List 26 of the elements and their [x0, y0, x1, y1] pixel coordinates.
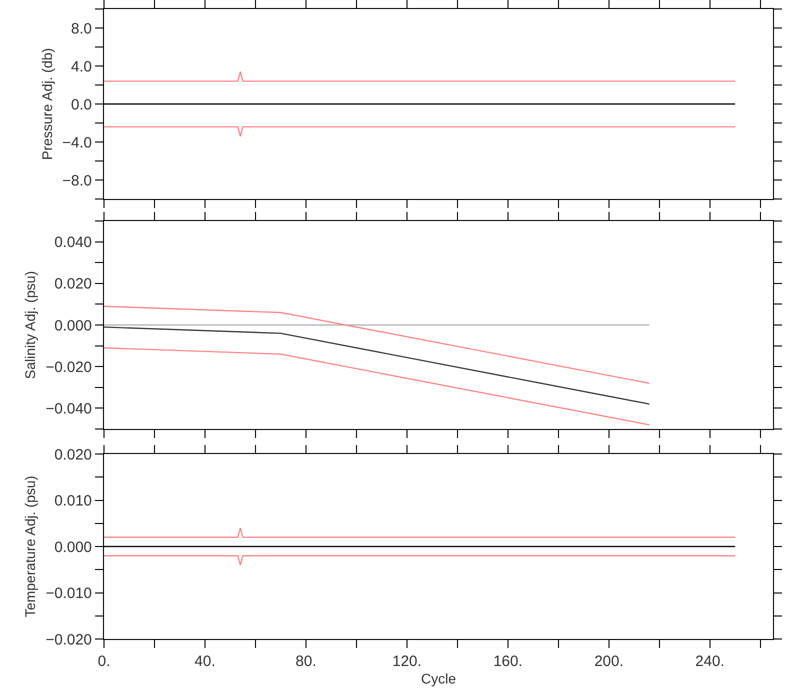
- y-tick-label: −0.010: [46, 585, 92, 602]
- y-tick-label: −4.0: [62, 134, 92, 152]
- y-axis-title: Temperature Adj. (psu): [22, 476, 38, 618]
- x-tick-label: 80.: [296, 653, 316, 670]
- y-tick-label: −0.040: [46, 400, 92, 418]
- y-tick-label: −0.020: [46, 631, 92, 648]
- y-tick-label: 0.000: [54, 317, 92, 334]
- y-axis-title: Pressure Adj. (db): [38, 48, 55, 160]
- y-tick-label: 0.0: [71, 96, 92, 114]
- y-tick-label: 8.0: [71, 20, 92, 38]
- y-tick-label: 0.040: [54, 234, 92, 252]
- y-tick-label: 4.0: [71, 58, 92, 76]
- x-tick-label: 200.: [594, 653, 624, 670]
- x-tick-label: 240.: [695, 653, 724, 670]
- x-tick-label: 160.: [493, 653, 523, 670]
- y-tick-label: −0.020: [46, 358, 92, 376]
- y-tick-label: 0.020: [54, 276, 92, 293]
- y-tick-label: −8.0: [62, 172, 92, 190]
- y-tick-label: 0.020: [54, 446, 92, 464]
- x-tick-label: 40.: [194, 653, 216, 670]
- x-tick-label: 0.: [98, 653, 110, 670]
- x-axis-title: Cycle: [420, 670, 456, 686]
- x-tick-label: 120.: [392, 653, 422, 670]
- y-tick-label: 0.000: [54, 538, 92, 556]
- y-axis-title: Salinity Adj. (psu): [22, 270, 38, 380]
- y-tick-label: 0.010: [54, 492, 92, 510]
